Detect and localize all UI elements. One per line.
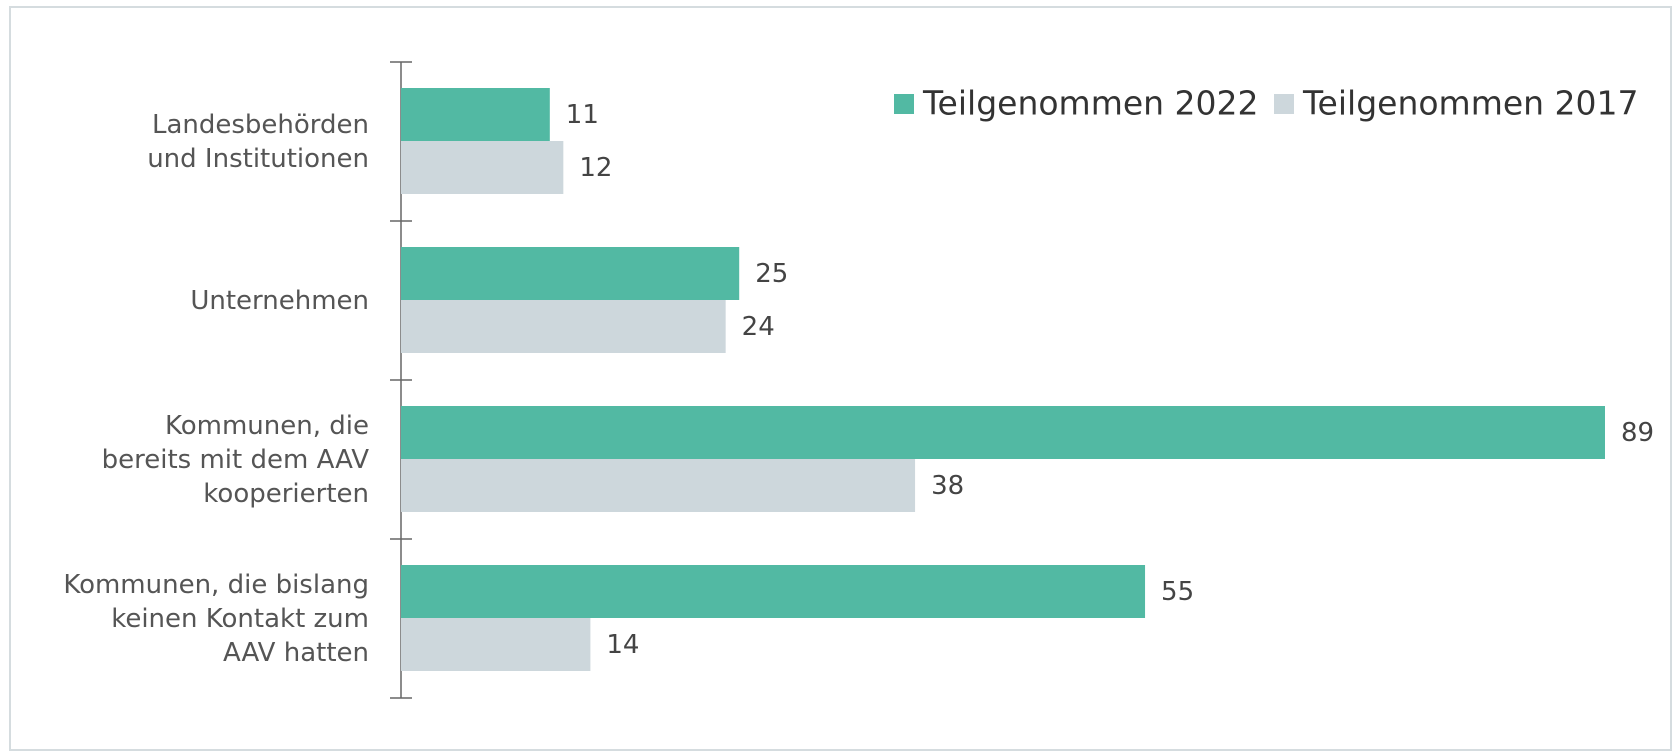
category-label-box: Kommunen, die bereits mit dem AAV kooper… — [101, 410, 369, 509]
value-label: 38 — [931, 471, 964, 501]
legend-swatch — [1274, 94, 1294, 114]
bar — [401, 618, 591, 671]
bar — [401, 459, 916, 512]
y-tick-label: Unternehmen — [190, 285, 369, 316]
bar — [401, 406, 1605, 459]
value-label: 89 — [1621, 418, 1654, 448]
value-label: 24 — [742, 312, 775, 342]
bar — [401, 565, 1146, 618]
y-tick-label: Kommunen, die bereits mit dem AAV kooper… — [101, 410, 369, 509]
bar — [401, 141, 564, 194]
legend-label: Teilgenommen 2017 — [1302, 84, 1639, 123]
value-label: 11 — [566, 100, 599, 130]
value-label: 25 — [755, 259, 788, 289]
bar — [401, 88, 550, 141]
legend-swatch — [894, 94, 914, 114]
category-label-box: Unternehmen — [190, 285, 369, 316]
y-tick-label: Landesbehörden und Institutionen — [147, 109, 369, 174]
frame — [9, 6, 1672, 751]
value-label: 12 — [579, 153, 612, 183]
bar — [401, 300, 726, 353]
category-label-box: Landesbehörden und Institutionen — [147, 109, 369, 174]
value-label: 14 — [606, 630, 639, 660]
value-label: 55 — [1161, 577, 1194, 607]
category-label-box: Kommunen, die bislang keinen Kontakt zum… — [63, 569, 369, 668]
legend-label: Teilgenommen 2022 — [922, 84, 1259, 123]
y-tick-label: Kommunen, die bislang keinen Kontakt zum… — [63, 569, 369, 668]
bar — [401, 247, 740, 300]
